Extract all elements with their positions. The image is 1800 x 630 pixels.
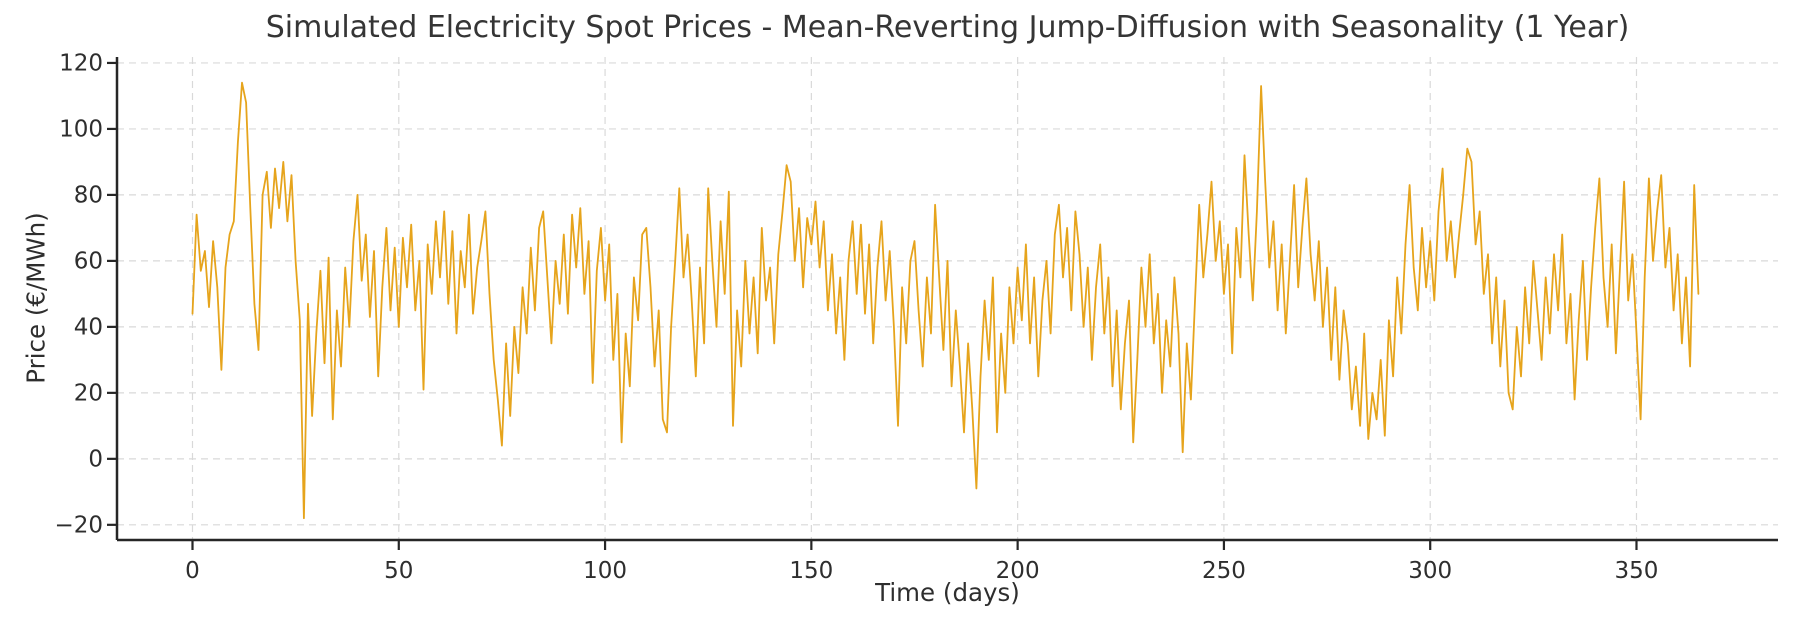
svg-text:0: 0 — [88, 446, 103, 472]
price-series-line — [191, 81, 1700, 520]
svg-text:40: 40 — [74, 314, 103, 340]
svg-text:250: 250 — [1202, 558, 1246, 584]
svg-text:100: 100 — [583, 558, 627, 584]
svg-text:100: 100 — [59, 117, 103, 143]
svg-text:0: 0 — [185, 558, 200, 584]
svg-text:300: 300 — [1408, 558, 1452, 584]
tick-marks — [107, 61, 1638, 550]
x-tick-labels: 0 50 100 150 200 250 300 350 — [185, 558, 1658, 584]
svg-text:350: 350 — [1615, 558, 1659, 584]
svg-text:120: 120 — [59, 51, 103, 77]
svg-text:60: 60 — [74, 248, 103, 274]
svg-text:150: 150 — [789, 558, 833, 584]
y-tick-labels: −20 0 20 40 60 80 100 120 — [54, 51, 103, 539]
svg-text:200: 200 — [996, 558, 1040, 584]
svg-text:50: 50 — [384, 558, 413, 584]
svg-text:20: 20 — [74, 380, 103, 406]
x-axis-label: Time (days) — [875, 578, 1020, 607]
chart-title: Simulated Electricity Spot Prices - Mean… — [265, 10, 1630, 45]
svg-text:−20: −20 — [54, 512, 103, 538]
svg-text:80: 80 — [74, 182, 103, 208]
grid-lines — [117, 57, 1778, 540]
